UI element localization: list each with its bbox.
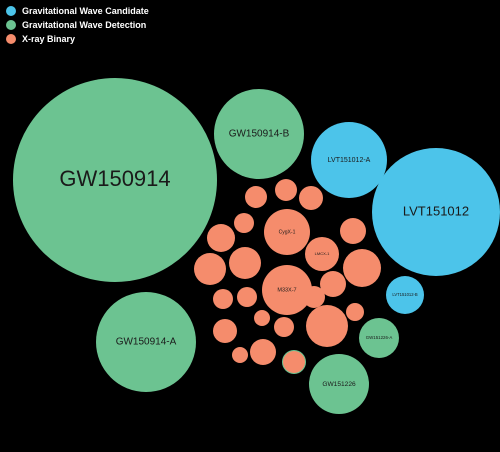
bubble-label: M33X-7	[277, 287, 296, 293]
bubble-circle[interactable]	[311, 122, 387, 198]
bubble-circle[interactable]	[346, 303, 364, 321]
bubble[interactable]: LVT151012-A	[311, 122, 387, 198]
bubble-circle[interactable]	[234, 213, 254, 233]
legend-item-gw-candidate: Gravitational Wave Candidate	[6, 4, 149, 18]
bubble[interactable]	[229, 247, 261, 279]
legend-swatch-gw-detection	[6, 20, 16, 30]
legend-item-gw-detection: Gravitational Wave Detection	[6, 18, 149, 32]
bubble[interactable]: GW150914	[13, 78, 217, 282]
bubble-circle[interactable]	[275, 179, 297, 201]
bubble[interactable]	[346, 303, 364, 321]
bubble-circle[interactable]	[283, 351, 305, 373]
bubble-label: CygX-1	[279, 229, 296, 235]
bubble[interactable]	[275, 179, 297, 201]
bubble-circle[interactable]	[194, 253, 226, 285]
legend-swatch-xray-binary	[6, 34, 16, 44]
legend-label: X-ray Binary	[22, 34, 76, 44]
bubble-label: LVT151012-B	[392, 292, 418, 297]
bubble[interactable]	[306, 305, 348, 347]
bubble-circle[interactable]	[264, 209, 310, 255]
bubble-label: LVT151012-A	[328, 157, 371, 164]
bubble-circle[interactable]	[386, 276, 424, 314]
bubble[interactable]: GW150914-A	[96, 292, 196, 392]
bubble[interactable]	[232, 347, 248, 363]
bubble-circle[interactable]	[320, 271, 346, 297]
bubble[interactable]	[194, 253, 226, 285]
bubble-label: LMCX-1	[315, 251, 330, 256]
bubble-circle[interactable]	[96, 292, 196, 392]
bubble-label: GW150914-A	[116, 337, 177, 348]
bubble-circle[interactable]	[232, 347, 248, 363]
bubble[interactable]	[274, 317, 294, 337]
bubble[interactable]	[213, 289, 233, 309]
bubble-label: GW150914	[59, 166, 170, 191]
bubble-circle[interactable]	[359, 318, 399, 358]
bubble[interactable]: CygX-1	[264, 209, 310, 255]
bubble-circle[interactable]	[213, 289, 233, 309]
bubble-circle[interactable]	[245, 186, 267, 208]
bubble-circle[interactable]	[237, 287, 257, 307]
bubble-circle[interactable]	[214, 89, 304, 179]
bubble-circle[interactable]	[254, 310, 270, 326]
legend-item-xray-binary: X-ray Binary	[6, 32, 149, 46]
bubble-circle[interactable]	[309, 354, 369, 414]
bubble[interactable]: GW150914-B	[214, 89, 304, 179]
bubble-circle[interactable]	[250, 339, 276, 365]
bubble[interactable]	[299, 186, 323, 210]
bubble[interactable]: GW151226	[309, 354, 369, 414]
bubble-circle[interactable]	[343, 249, 381, 287]
legend-label: Gravitational Wave Detection	[22, 20, 147, 30]
bubble-circle[interactable]	[305, 237, 339, 271]
legend-label: Gravitational Wave Candidate	[22, 6, 149, 16]
bubble-label: GW150914-B	[229, 129, 290, 140]
bubble-label: LVT151012	[403, 203, 469, 218]
bubble[interactable]	[207, 224, 235, 252]
bubble-circle[interactable]	[303, 286, 325, 308]
bubble[interactable]	[343, 249, 381, 287]
bubble[interactable]	[303, 286, 325, 308]
bubble-circle[interactable]	[340, 218, 366, 244]
bubble[interactable]	[213, 319, 237, 343]
bubble[interactable]	[245, 186, 267, 208]
legend-swatch-gw-candidate	[6, 6, 16, 16]
bubble-circle[interactable]	[372, 148, 500, 276]
bubble-circle[interactable]	[299, 186, 323, 210]
bubble[interactable]: M33X-7	[262, 265, 312, 315]
bubble[interactable]	[320, 271, 346, 297]
bubble[interactable]: LMCX-1	[305, 237, 339, 271]
bubble-label: GW151226-A	[366, 335, 393, 340]
bubble-circle[interactable]	[13, 78, 217, 282]
bubble-circle[interactable]	[229, 247, 261, 279]
legend: Gravitational Wave Candidate Gravitation…	[6, 4, 149, 46]
bubble[interactable]	[283, 351, 305, 373]
bubble[interactable]	[250, 339, 276, 365]
bubble-label: GW151226	[322, 381, 356, 388]
bubble[interactable]: LVT151012-B	[386, 276, 424, 314]
bubble-circle[interactable]	[262, 265, 312, 315]
bubble[interactable]	[340, 218, 366, 244]
bubble[interactable]	[237, 287, 257, 307]
bubble-circle[interactable]	[306, 305, 348, 347]
bubble[interactable]	[254, 310, 270, 326]
bubble-circle[interactable]	[274, 317, 294, 337]
bubble[interactable]	[234, 213, 254, 233]
bubble[interactable]: LVT151012	[372, 148, 500, 276]
bubble-circle[interactable]	[213, 319, 237, 343]
bubble-circle[interactable]	[207, 224, 235, 252]
bubble[interactable]: GW151226-A	[359, 318, 399, 358]
